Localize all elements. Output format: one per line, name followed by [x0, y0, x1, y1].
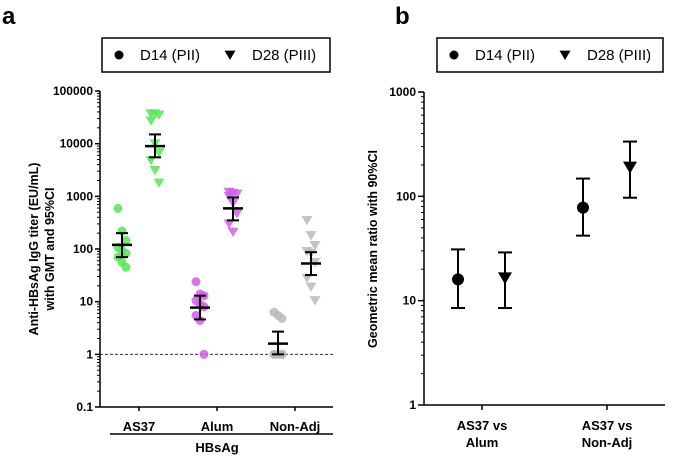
data-point-d28	[153, 148, 165, 158]
legend-box	[101, 37, 331, 73]
data-point-d14	[199, 349, 209, 359]
ratio-point-d14	[452, 273, 464, 286]
ratio-point-d28	[498, 272, 512, 285]
legend-label-d28: D28 (PIII)	[587, 47, 651, 64]
data-point-d14	[277, 313, 287, 323]
x-tick-label-b-line2: Non-Adj	[582, 435, 633, 450]
x-tick-label-a: AS37	[123, 419, 156, 434]
x-tick-label-a: Non-Adj	[270, 419, 321, 434]
legend-label-d14: D14 (PII)	[475, 47, 535, 64]
data-point-d28	[309, 296, 321, 306]
panel-label-b: b	[395, 3, 410, 30]
y-tick-label-a: 0.1	[76, 400, 93, 414]
data-point-d28	[223, 219, 235, 229]
data-point-d28	[153, 110, 165, 120]
data-point-d14	[113, 203, 123, 213]
data-point-d28	[231, 209, 243, 219]
panel-label-a: a	[2, 3, 16, 30]
data-point-d28	[149, 166, 161, 176]
legend-triangle-icon	[224, 50, 236, 60]
legend-circle-icon	[114, 50, 124, 60]
y-tick-label-b: 100	[396, 189, 416, 203]
data-point-d28	[301, 215, 313, 226]
y-tick-label-a: 100000	[53, 84, 93, 98]
data-point-d14	[195, 315, 205, 325]
data-point-d14	[121, 236, 131, 246]
y-tick-label-a: 1000	[66, 189, 93, 203]
data-point-d14	[121, 262, 131, 272]
ratio-point-d28	[623, 161, 637, 174]
y-axis-title-a-line1: Anti-HBsAg IgG titer (EU/mL)	[27, 163, 41, 336]
data-point-d28	[145, 156, 157, 166]
legend-triangle-icon	[559, 50, 571, 60]
data-point-d14	[191, 277, 201, 287]
data-point-d28	[305, 231, 317, 241]
ratio-point-d14	[577, 201, 589, 214]
data-point-d28	[153, 178, 165, 188]
y-tick-label-b: 1	[409, 398, 416, 412]
data-point-d28	[227, 227, 239, 237]
y-tick-label-a: 10	[80, 295, 94, 309]
x-tick-label-b-line1: AS37 vs	[457, 418, 508, 433]
y-axis-title-b: Geometric mean ratio with 90%CI	[366, 150, 380, 348]
y-tick-label-a: 10000	[60, 137, 94, 151]
x-tick-label-a: Alum	[201, 419, 234, 434]
data-point-d28	[309, 241, 321, 251]
data-point-d28	[145, 116, 157, 126]
y-axis-title-a-line2: with GMT and 95%CI	[43, 188, 57, 312]
y-tick-label-b: 1000	[389, 85, 416, 99]
data-point-d28	[305, 282, 317, 292]
y-tick-label-b: 10	[403, 294, 417, 308]
y-tick-label-a: 1	[86, 347, 93, 361]
x-tick-label-b-line2: Alum	[466, 435, 499, 450]
legend-circle-icon	[449, 50, 459, 60]
legend-label-d28: D28 (PIII)	[252, 47, 316, 64]
x-tick-label-b-line1: AS37 vs	[582, 418, 633, 433]
legend-box	[436, 37, 664, 73]
data-point-d14	[121, 248, 131, 258]
group-label: HBsAg	[195, 440, 238, 455]
y-tick-label-a: 100	[73, 242, 93, 256]
legend-label-d14: D14 (PII)	[140, 47, 200, 64]
